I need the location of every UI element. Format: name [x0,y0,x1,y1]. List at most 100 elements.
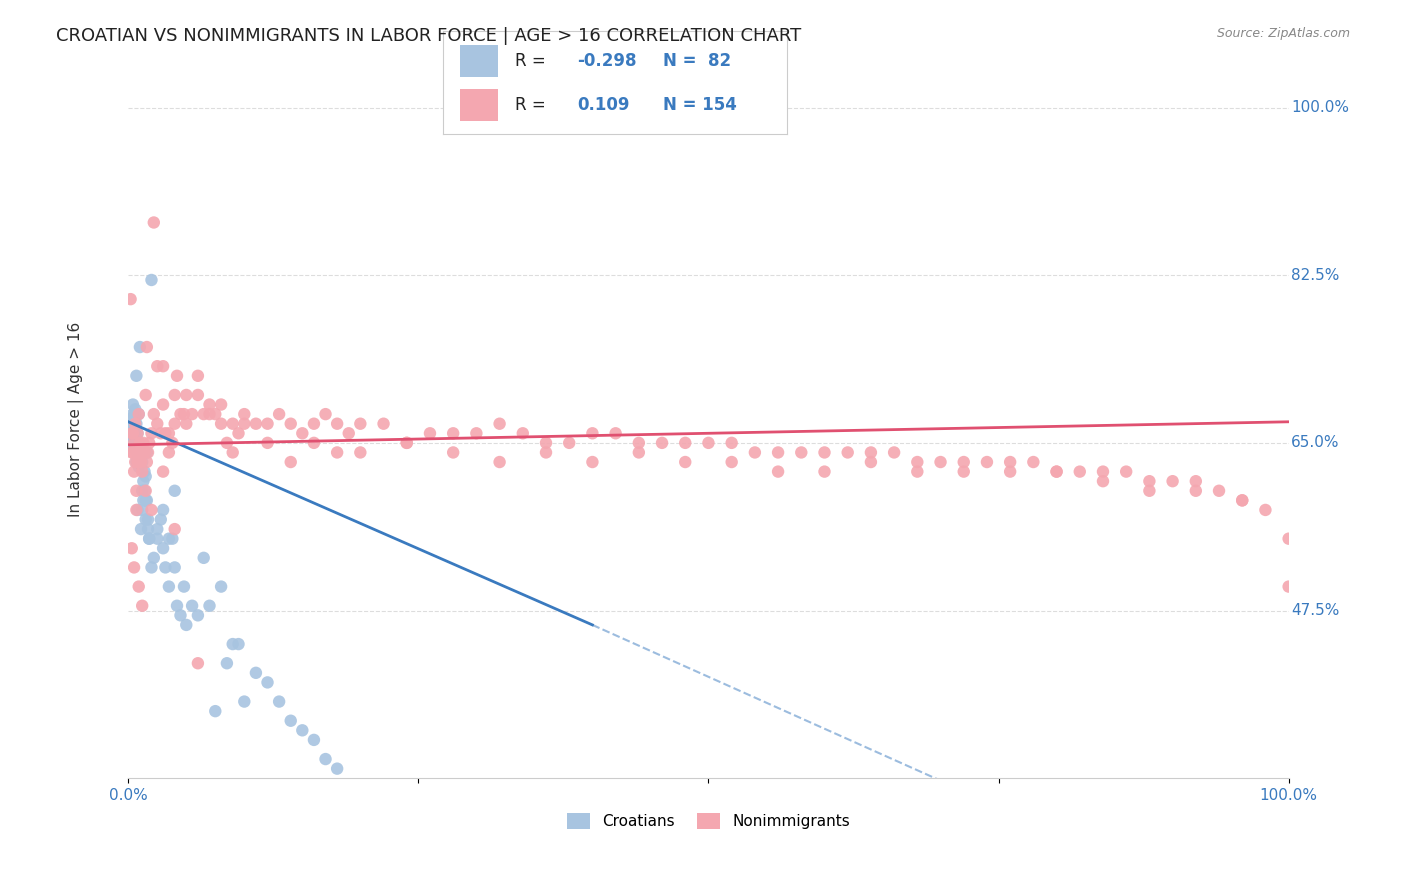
Point [135,388,157,402]
Point [124,407,146,421]
Point [163,560,186,574]
Point [128,450,150,465]
Point [135,455,157,469]
Point [138,435,160,450]
Point [135,340,157,354]
Point [187,368,209,383]
Point [581,455,603,469]
Point [859,445,882,459]
Point [1185,483,1208,498]
Point [488,417,510,431]
Point [129,522,152,536]
Point [135,483,157,498]
Text: R =: R = [515,52,551,70]
Point [152,503,174,517]
Point [181,599,204,613]
Point [1232,493,1254,508]
Point [215,435,238,450]
Point [135,512,157,526]
Point [280,417,302,431]
Text: 65.0%: 65.0% [1291,435,1340,450]
Point [132,493,155,508]
Point [187,657,209,671]
Point [128,435,150,450]
Point [627,435,650,450]
Point [302,417,325,431]
Point [256,417,278,431]
Point [141,273,163,287]
Text: 47.5%: 47.5% [1291,603,1340,618]
Point [146,359,169,374]
Point [141,503,163,517]
Point [952,455,974,469]
Point [222,417,245,431]
Point [129,445,152,459]
Point [138,532,160,546]
Legend: Croatians, Nonimmigrants: Croatians, Nonimmigrants [561,807,856,835]
Point [127,445,149,459]
Point [790,445,813,459]
Point [132,474,155,488]
Point [269,407,291,421]
Point [149,426,172,441]
Point [129,455,152,469]
Point [149,512,172,526]
Point [121,541,143,556]
Point [162,532,184,546]
Point [998,465,1021,479]
Point [120,421,142,435]
Point [720,455,742,469]
Point [128,340,150,354]
Point [136,522,159,536]
Point [302,732,325,747]
Point [1161,474,1184,488]
Point [697,435,720,450]
Point [174,388,197,402]
Text: N =  82: N = 82 [664,52,731,70]
Point [181,407,204,421]
Point [124,417,146,431]
Point [766,445,789,459]
Point [152,359,174,374]
Point [905,455,928,469]
Point [976,455,998,469]
Point [198,398,221,412]
Point [1232,493,1254,508]
Point [121,426,143,441]
Point [256,675,278,690]
Point [122,417,145,431]
FancyBboxPatch shape [460,45,498,78]
Point [141,426,163,441]
Point [131,483,153,498]
Point [166,368,188,383]
Point [131,455,153,469]
Point [173,580,195,594]
Point [135,493,157,508]
Point [419,426,441,441]
Point [673,435,696,450]
Point [766,465,789,479]
Point [157,426,180,441]
Point [138,532,160,546]
Point [152,398,174,412]
Point [326,417,349,431]
Point [198,407,221,421]
Point [174,618,197,632]
Point [157,532,180,546]
Point [744,445,766,459]
Point [166,599,188,613]
Text: 0.109: 0.109 [578,96,630,114]
Point [534,435,557,450]
Point [204,407,226,421]
Point [222,445,245,459]
Point [269,695,291,709]
Point [127,426,149,441]
Point [121,445,143,459]
Point [315,407,337,421]
Point [152,541,174,556]
Point [534,445,557,459]
Point [187,608,209,623]
Point [155,426,177,441]
Point [134,483,156,498]
Point [373,417,395,431]
